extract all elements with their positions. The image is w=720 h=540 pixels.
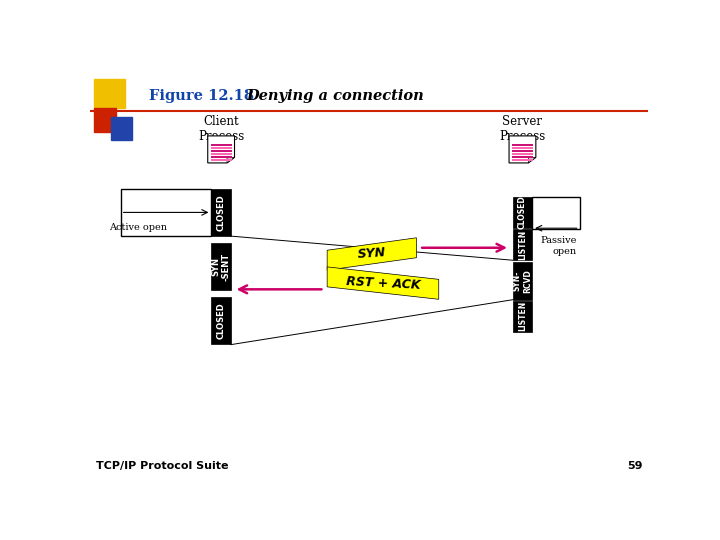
Text: SYN: SYN (357, 247, 387, 261)
Bar (212, 296, 231, 345)
Bar (513, 197, 532, 228)
Polygon shape (227, 157, 235, 163)
Bar (210, 156, 232, 158)
Bar (212, 188, 231, 237)
Polygon shape (528, 157, 536, 163)
Bar (111, 117, 132, 140)
Text: CLOSED: CLOSED (518, 195, 527, 230)
Bar (94, 78, 125, 109)
Text: 59: 59 (627, 462, 642, 471)
Text: Figure 12.18: Figure 12.18 (148, 90, 253, 103)
Text: Client
Process: Client Process (198, 115, 244, 143)
Text: LISTEN: LISTEN (518, 230, 527, 260)
Bar (512, 159, 533, 161)
Text: CLOSED: CLOSED (217, 302, 225, 339)
Polygon shape (208, 136, 235, 163)
Bar (532, 197, 580, 229)
Bar (513, 229, 532, 260)
Bar (210, 144, 232, 146)
Bar (512, 156, 533, 158)
Bar (121, 188, 212, 236)
Bar (210, 147, 232, 149)
Text: RST + ACK: RST + ACK (346, 275, 420, 292)
Bar (512, 153, 533, 155)
Bar (512, 147, 533, 149)
Text: Passive
open: Passive open (541, 236, 577, 255)
Bar (513, 301, 532, 332)
Text: Denying a connection: Denying a connection (246, 90, 424, 103)
Bar (513, 262, 532, 300)
Bar (212, 242, 231, 291)
Polygon shape (327, 267, 438, 299)
Text: SYN-
RCVD: SYN- RCVD (513, 269, 532, 293)
Text: CLOSED: CLOSED (217, 194, 225, 231)
Bar (210, 159, 232, 161)
Polygon shape (327, 238, 416, 270)
Text: Active open: Active open (109, 224, 168, 232)
Text: Server
Process: Server Process (500, 115, 546, 143)
Bar (512, 150, 533, 152)
Text: SYN
-SENT: SYN -SENT (212, 252, 231, 280)
Bar (210, 150, 232, 152)
Bar (512, 144, 533, 146)
Bar (94, 109, 116, 132)
Bar (210, 153, 232, 155)
Text: LISTEN: LISTEN (518, 301, 527, 332)
Text: TCP/IP Protocol Suite: TCP/IP Protocol Suite (96, 462, 228, 471)
Polygon shape (509, 136, 536, 163)
